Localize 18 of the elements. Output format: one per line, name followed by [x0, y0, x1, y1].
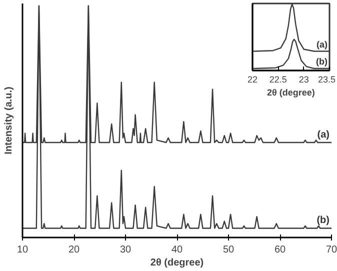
x-tick-label: 60	[274, 244, 286, 256]
x-tick-label: 70	[326, 244, 337, 256]
x-tick-label: 22.5	[269, 74, 287, 84]
x-tick-label: 40	[171, 244, 183, 256]
x-tick-label: 23.5	[318, 74, 336, 84]
x-tick-label: 10	[16, 244, 28, 256]
y-axis-title: Intensity (a.u.)	[4, 86, 14, 154]
x-tick-label: 23	[298, 74, 309, 84]
series-label: (a)	[317, 130, 330, 141]
x-tick-label: 50	[222, 244, 234, 256]
x-tick-label: 22	[247, 74, 258, 84]
series-label: (a)	[316, 39, 328, 50]
x-axis-title: 2θ (degree)	[150, 258, 204, 268]
x-tick-label: 30	[120, 244, 132, 256]
series-label: (b)	[316, 56, 328, 67]
x-tick-label: 20	[68, 244, 80, 256]
series-label: (b)	[316, 215, 330, 226]
x-axis-title: 2θ (degree)	[267, 88, 315, 98]
